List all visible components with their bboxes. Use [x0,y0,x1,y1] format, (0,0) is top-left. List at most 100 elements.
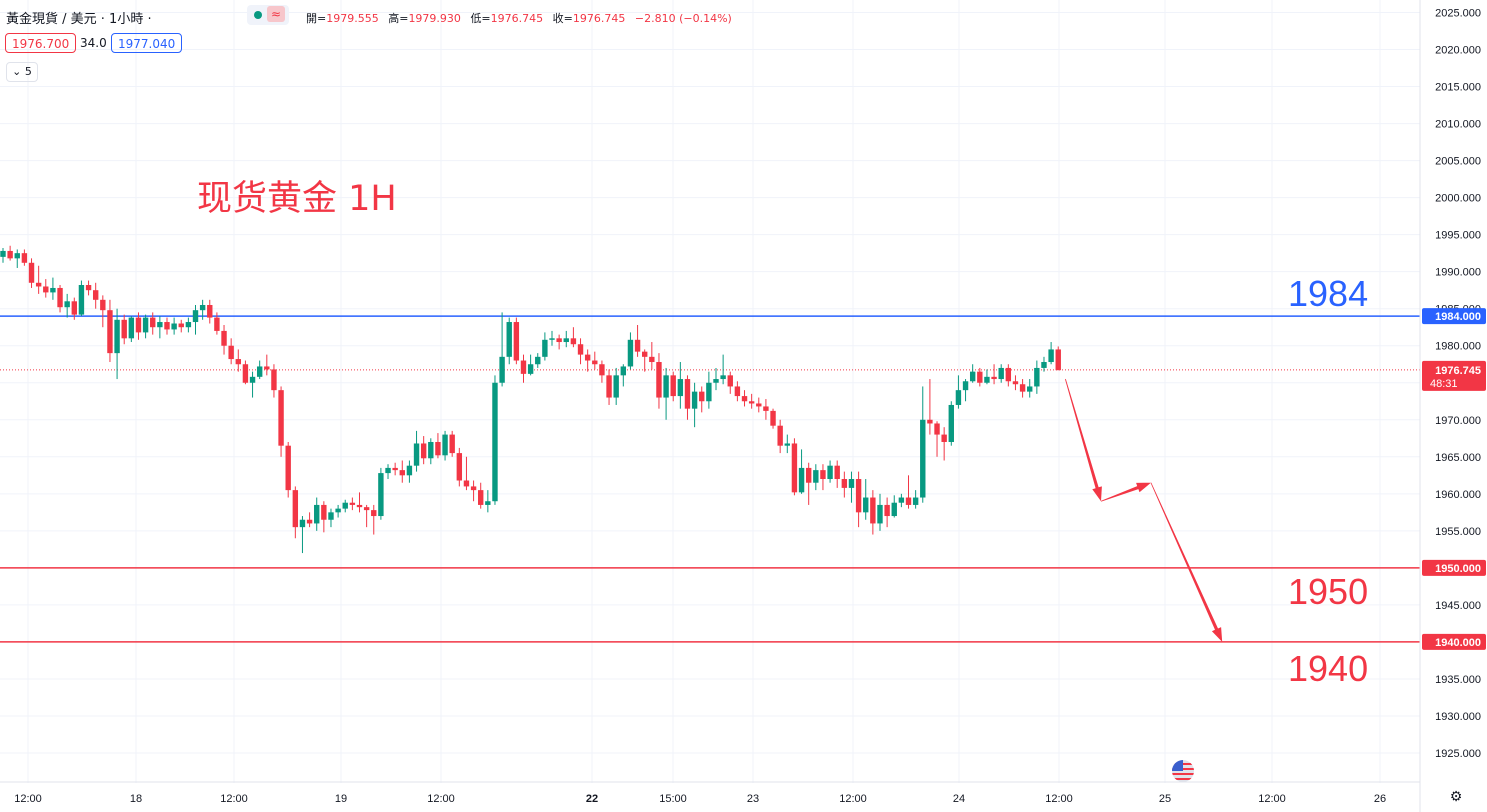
low-value: 1976.745 [490,12,544,25]
ask-price-button[interactable]: 1977.040 [111,33,183,53]
price-axis[interactable]: 1925.000 1930.000 1935.000 1940.000 1945.000… [1419,0,1487,812]
candle-body [463,480,470,487]
level-badge-label: 1950.000 [1435,563,1481,575]
candle-body [770,410,776,426]
candle-body [492,382,498,502]
candle-body [121,319,127,339]
candle-body [363,507,370,511]
candle-body [43,286,49,293]
x-tick-label: 12:00 [1258,793,1286,805]
countdown-label: 48:31 [1430,378,1458,390]
x-tick-label: 12:00 [14,793,42,805]
candle-body [428,441,434,459]
candle-body [627,339,634,367]
candle-body [855,479,862,513]
candle-body [242,364,249,383]
candle-body [1019,384,1026,392]
candle-body [877,504,883,524]
candle-body [456,453,463,481]
candle-body [884,504,890,517]
candle-body [21,253,28,263]
candle-body [478,490,484,505]
candle-body [592,360,598,365]
x-tick-label: 15:00 [659,793,687,805]
x-tick-label: 23 [747,793,759,805]
candle-body [413,443,420,466]
candle-body [378,473,384,517]
forecast-arrow [1100,482,1151,502]
candle-body [969,371,976,382]
x-tick-label: 12:00 [1045,793,1073,805]
candle-body [1041,362,1047,368]
candle-body [356,504,363,508]
candle-body [613,375,619,398]
candle-body [271,369,277,391]
time-axis[interactable]: 12:00 18 12:00 19 12:00 22 15:00 23 12:00 24 12:00… [0,781,1420,805]
y-tick-label: 1925.000 [1435,748,1481,760]
candle-body [734,386,741,397]
candle-body [107,310,113,354]
candle-body [335,508,341,513]
approx-icon[interactable]: ≈ [267,6,285,22]
candle-body [927,419,933,424]
level-label-1950[interactable]: 1950 [1288,571,1368,612]
candle-body [135,317,142,333]
indicator-toggle[interactable]: ≈ [247,5,289,25]
candle-body [684,379,691,409]
candlestick-series[interactable] [0,245,1061,554]
candle-body [171,323,177,330]
candle-body [485,501,491,505]
candle-body [677,379,684,397]
level-label-1940[interactable]: 1940 [1288,648,1368,689]
indicators-collapse-button[interactable]: ⌄ 5 [6,62,38,82]
candle-body [50,287,56,293]
candle-body [499,356,505,383]
y-tick-label: 2015.000 [1435,82,1481,94]
candle-body [128,317,135,339]
candle-body [813,470,819,483]
x-tick-label: 24 [953,793,965,805]
candle-body [371,510,377,517]
y-tick-label: 1965.000 [1435,452,1481,464]
candle-body [235,359,241,365]
candle-body [535,356,541,365]
open-value: 1979.555 [326,12,379,25]
candle-body [299,519,306,528]
candle-body [199,304,206,311]
candle-body [777,425,783,446]
indicator-count: 5 [24,65,32,78]
symbol-header[interactable]: 黃金現貨 / 美元 · 1小時 · [6,8,152,27]
candle-body [820,470,826,480]
gear-icon[interactable]: ⚙ [1449,789,1463,805]
candle-body [577,344,584,355]
candle-body [891,502,897,517]
candle-body [385,467,391,474]
us-flag-icon[interactable] [1172,760,1194,782]
candle-body [584,354,591,361]
candle-body [706,382,712,402]
horizontal-levels[interactable] [0,315,1420,643]
candle-body [92,290,99,300]
candle-body [620,366,627,376]
y-tick-label: 2000.000 [1435,193,1481,205]
y-tick-label: 2010.000 [1435,119,1481,131]
y-tick-label: 1960.000 [1435,489,1481,501]
level-label-1984[interactable]: 1984 [1288,273,1368,314]
x-tick-label: 25 [1159,793,1171,805]
y-tick-label: 1955.000 [1435,526,1481,538]
chart-annotation-title[interactable]: 现货黄金 1H [197,179,397,219]
candle-body [542,339,548,357]
candle-body [85,285,92,291]
symbol-title[interactable]: 黃金現貨 / 美元 · 1小時 · [6,12,152,27]
candle-body [520,360,527,374]
x-tick-label: 12:00 [839,793,867,805]
candle-body [399,470,405,476]
forecast-arrows[interactable] [1065,378,1223,642]
candle-body [791,443,798,493]
candle-body [863,497,869,513]
candle-body [756,403,762,407]
candle-body [570,338,577,345]
bid-price-button[interactable]: 1976.700 [5,33,77,53]
open-label: 開= [306,12,327,25]
